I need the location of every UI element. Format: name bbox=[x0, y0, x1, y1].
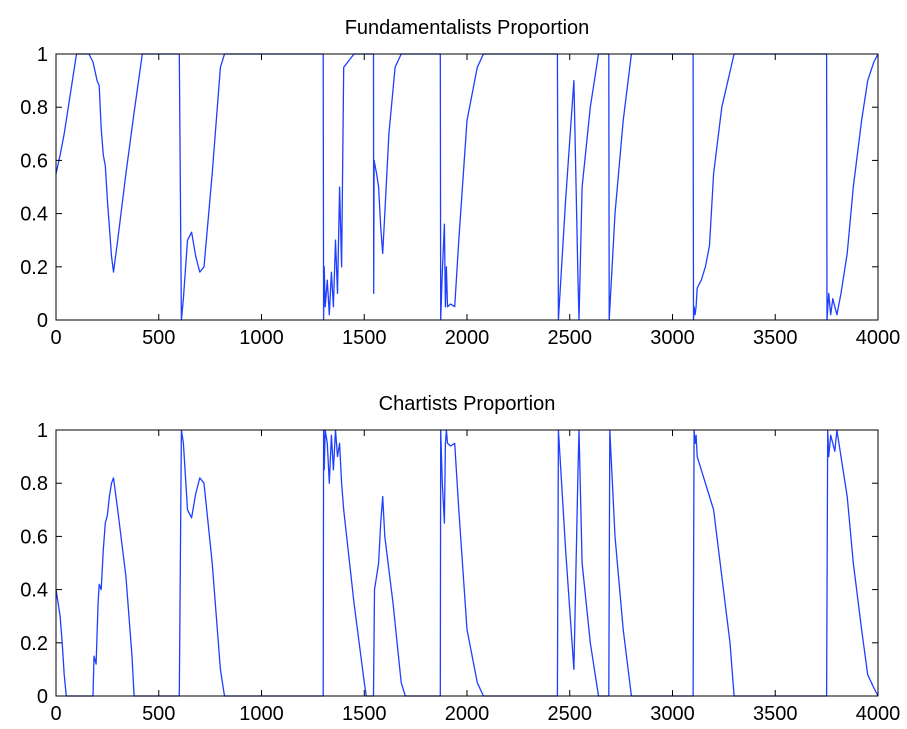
chart-title: Fundamentalists Proportion bbox=[345, 17, 590, 39]
x-tick-label: 3000 bbox=[650, 327, 695, 349]
x-tick-label: 3500 bbox=[753, 327, 798, 349]
x-tick-label: 2500 bbox=[548, 703, 593, 725]
y-tick-label: 0 bbox=[37, 310, 48, 332]
y-tick-label: 0.4 bbox=[20, 204, 48, 226]
x-tick-label: 500 bbox=[142, 703, 175, 725]
y-tick-label: 1 bbox=[37, 44, 48, 66]
x-tick-label: 3000 bbox=[650, 703, 695, 725]
y-axis: 0 0.2 0.4 0.6 0.8 1 bbox=[20, 420, 878, 708]
y-tick-label: 0 bbox=[37, 686, 48, 708]
x-tick-label: 1000 bbox=[239, 327, 284, 349]
plot-area bbox=[55, 53, 879, 321]
y-tick-label: 1 bbox=[37, 420, 48, 442]
x-axis: 0 500 1000 1500 2000 2500 3000 3500 4000 bbox=[50, 54, 900, 349]
subplot-fundamentalists: Fundamentalists Proportion 0 500 1000 1500 2… bbox=[20, 17, 900, 349]
y-tick-label: 0.2 bbox=[20, 633, 48, 655]
x-tick-label: 4000 bbox=[856, 327, 901, 349]
plot-area bbox=[55, 429, 879, 697]
y-tick-label: 0.8 bbox=[20, 473, 48, 495]
chart-title: Chartists Proportion bbox=[379, 393, 556, 415]
x-tick-label: 2000 bbox=[445, 327, 490, 349]
y-tick-label: 0.6 bbox=[20, 526, 48, 548]
subplot-chartists: Chartists Proportion 0 500 1000 1500 2000 250… bbox=[20, 393, 900, 725]
series-line bbox=[55, 53, 879, 321]
x-tick-label: 500 bbox=[142, 327, 175, 349]
x-tick-label: 2000 bbox=[445, 703, 490, 725]
y-tick-label: 0.2 bbox=[20, 257, 48, 279]
y-tick-label: 0.6 bbox=[20, 150, 48, 172]
x-tick-label: 4000 bbox=[856, 703, 901, 725]
x-tick-label: 2500 bbox=[548, 327, 593, 349]
x-tick-label: 1500 bbox=[342, 327, 387, 349]
x-tick-label: 0 bbox=[50, 327, 61, 349]
x-tick-label: 0 bbox=[50, 703, 61, 725]
x-tick-label: 3500 bbox=[753, 703, 798, 725]
y-tick-label: 0.8 bbox=[20, 97, 48, 119]
x-tick-label: 1000 bbox=[239, 703, 284, 725]
x-tick-label: 1500 bbox=[342, 703, 387, 725]
y-tick-label: 0.4 bbox=[20, 580, 48, 602]
x-axis: 0 500 1000 1500 2000 2500 3000 3500 4000 bbox=[50, 430, 900, 725]
series-line bbox=[55, 429, 879, 697]
y-axis: 0 0.2 0.4 0.6 0.8 1 bbox=[20, 44, 878, 332]
